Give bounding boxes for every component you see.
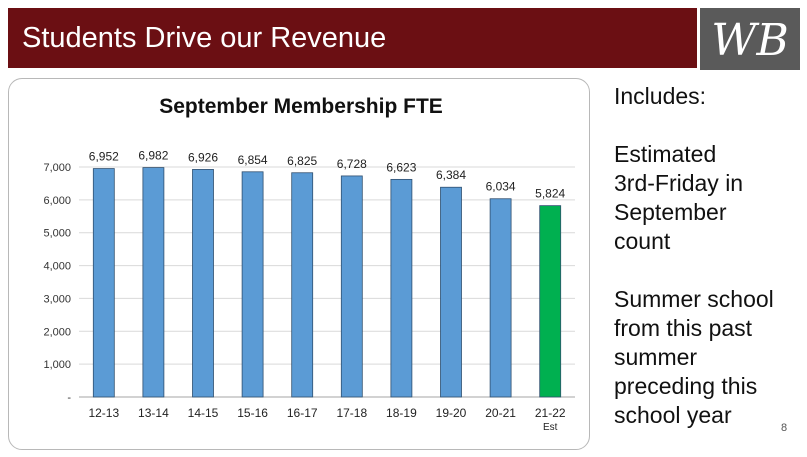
bar [92,168,115,398]
data-label: 6,623 [386,160,416,174]
bar [539,205,562,398]
chart-title: September Membership FTE [159,95,443,118]
logo-text: WB [711,15,789,66]
x-tick-label: 13-14 [138,406,169,420]
note-line: September [614,199,727,225]
note-line: from this past [614,315,753,341]
notes-heading: Includes: [614,83,707,109]
y-tick-label: 7,000 [43,162,71,174]
data-label: 6,952 [89,150,119,164]
title-bar: Students Drive our Revenue [8,8,697,68]
data-label: 6,926 [188,150,218,164]
y-tick-label: 2,000 [43,326,71,338]
note-line: 3rd-Friday in [614,170,744,196]
bar [390,178,413,398]
note-line: count [614,228,671,254]
bar [489,198,512,398]
data-label: 6,034 [486,180,516,194]
bar [142,167,165,398]
logo: WB [700,8,800,70]
data-label: 6,384 [436,168,466,182]
note-line: summer [614,344,698,370]
y-tick-label: 5,000 [43,228,71,240]
bar [241,171,264,398]
note-line: preceding this [614,373,758,399]
x-tick-sublabel: Est [543,422,558,433]
x-tick-label: 21-22 [535,406,566,420]
note-line: Estimated [614,141,717,167]
y-tick-label: 4,000 [43,261,71,273]
bar [192,169,214,398]
bar [440,186,462,398]
x-tick-label: 19-20 [436,406,467,420]
x-tick-label: 20-21 [485,406,516,420]
y-tick-label: 1,000 [43,359,71,371]
x-tick-label: 17-18 [336,406,367,420]
chart-card: September Membership FTE - 1,000 2,000 3,00… [8,78,590,450]
y-tick-label: - [67,392,71,404]
x-tick-label: 14-15 [188,406,219,420]
data-label: 6,854 [238,153,268,167]
bar [291,172,314,398]
data-label: 5,824 [535,187,565,201]
data-label: 6,825 [287,154,317,168]
y-tick-label: 3,000 [43,293,71,305]
note-line: school year [614,402,732,428]
slide-title: Students Drive our Revenue [22,22,387,54]
data-label: 6,982 [138,149,168,163]
x-tick-label: 18-19 [386,406,417,420]
data-label: 6,728 [337,157,367,171]
bar [340,175,363,398]
side-notes: Includes: Estimated 3rd-Friday in Septem… [614,82,794,430]
x-tick-label: 16-17 [287,406,318,420]
wb-logo-icon: WB [711,15,789,66]
x-tick-label: 15-16 [237,406,268,420]
bar-chart: September Membership FTE - 1,000 2,000 3,00… [43,95,575,433]
y-tick-label: 6,000 [43,195,71,207]
x-tick-label: 12-13 [88,406,119,420]
page-number: 8 [781,422,788,434]
note-line: Summer school [614,286,774,312]
